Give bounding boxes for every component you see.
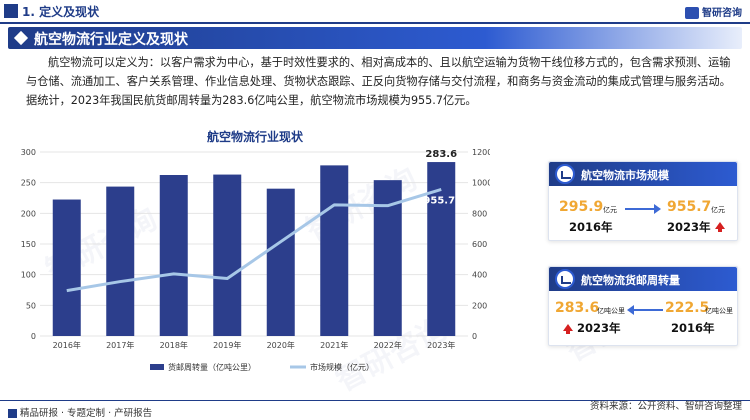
market-to-year: 2023年 (667, 220, 711, 234)
legend-label-bar: 货邮周转量（亿吨公里） (168, 362, 256, 372)
footer-tagline: 精品研报 · 专题定制 · 产研报告 (8, 405, 152, 419)
footer-tagline-text: 精品研报 · 专题定制 · 产研报告 (20, 408, 153, 419)
y-right-tick-label: 200 (472, 301, 487, 310)
card-title: 航空物流货邮周转量 (581, 274, 680, 287)
x-tick-label: 2019年 (213, 340, 241, 350)
source-note: 资料来源：公开资料、智研咨询整理 (589, 401, 742, 412)
cargo-volume-card: 航空物流货邮周转量 283.6 亿吨公里 222.5 亿吨公里 2023年 20… (548, 266, 738, 346)
brand-logo: 智研咨询 (685, 4, 742, 19)
cargo-from-unit: 亿吨公里 (705, 307, 733, 315)
bar (266, 188, 295, 336)
arrow-up-icon (563, 324, 573, 334)
y-left-tick-label: 50 (26, 301, 36, 310)
y-left-tick-label: 300 (21, 148, 36, 157)
brand-logo-icon (685, 7, 699, 19)
market-size-card: 航空物流市场规模 295.9 亿元 955.7 亿元 2016年 2023年 (548, 161, 738, 241)
section-icon (4, 4, 18, 18)
x-tick-label: 2021年 (320, 340, 348, 350)
arrow-up-icon (715, 222, 725, 232)
x-tick-label: 2017年 (106, 340, 134, 350)
cargo-from-year: 2016年 (671, 321, 715, 335)
y-right-tick-label: 0 (472, 332, 477, 341)
legend-swatch-bar (150, 364, 164, 370)
header-divider (0, 22, 750, 24)
cargo-to-year: 2023年 (577, 321, 621, 335)
arrow-right-icon (625, 204, 661, 214)
chart-icon (555, 269, 575, 289)
x-tick-label: 2023年 (427, 340, 455, 350)
card-title: 航空物流市场规模 (581, 169, 669, 182)
card-header: 航空物流市场规模 (549, 162, 737, 186)
y-right-tick-label: 400 (472, 271, 487, 280)
y-right-tick-label: 1200 (472, 148, 490, 157)
bar (427, 162, 456, 336)
market-from-value: 295.9 (559, 199, 604, 215)
top-bar: 1. 定义及现状 智研咨询 (0, 0, 750, 22)
market-from-unit: 亿元 (603, 206, 617, 214)
chart-container: 航空物流行业现状 0 50 100 150 200 250 300 0 200 400 600 800… (20, 128, 493, 386)
bar (159, 175, 188, 336)
cargo-to-value: 283.6 (555, 300, 600, 316)
y-right-tick-label: 800 (472, 209, 487, 218)
card-header: 航空物流货邮周转量 (549, 267, 737, 291)
page-title: 航空物流行业定义及现状 (34, 32, 188, 48)
footer-logo-icon (8, 409, 17, 418)
market-to-unit: 亿元 (711, 206, 725, 214)
y-right-tick-label: 1000 (472, 179, 490, 188)
arrow-left-icon (627, 305, 663, 315)
combo-chart: 0 50 100 150 200 250 300 0 200 400 600 800 1000 1200 2… (21, 148, 493, 372)
market-from-year: 2016年 (569, 220, 613, 234)
cargo-from-value: 222.5 (665, 300, 710, 316)
section-title: 1. 定义及现状 (22, 5, 100, 19)
x-tick-label: 2020年 (267, 340, 295, 350)
bar (52, 199, 81, 336)
intro-paragraph: 航空物流可以定义为：以客户需求为中心，基于时效性要求的、相对高成本的、且以航空运… (26, 56, 731, 107)
line-data-label: 955.7 (423, 195, 455, 206)
chart-title: 航空物流行业现状 (206, 130, 303, 144)
bar (320, 165, 349, 336)
chart-icon (555, 164, 575, 184)
cargo-to-unit: 亿吨公里 (597, 307, 625, 315)
market-to-value: 955.7 (667, 199, 712, 215)
series-line (66, 188, 442, 293)
page-banner: 航空物流行业定义及现状 (8, 27, 742, 49)
bar-data-label: 283.6 (425, 149, 457, 160)
x-tick-label: 2018年 (160, 340, 188, 350)
y-left-tick-label: 150 (21, 240, 36, 249)
y-left-tick-label: 250 (21, 179, 36, 188)
bar (106, 186, 135, 336)
diamond-icon (13, 30, 29, 46)
y-left-tick-label: 100 (21, 271, 36, 280)
x-tick-label: 2016年 (53, 340, 81, 350)
y-left-tick-label: 0 (31, 332, 36, 341)
brand-name: 智研咨询 (702, 8, 742, 19)
x-tick-label: 2022年 (374, 340, 402, 350)
bar (213, 174, 242, 336)
footer-divider (0, 400, 750, 401)
legend-label-line: 市场规模（亿元） (310, 362, 374, 372)
y-right-tick-label: 600 (472, 240, 487, 249)
y-left-tick-label: 200 (21, 209, 36, 218)
